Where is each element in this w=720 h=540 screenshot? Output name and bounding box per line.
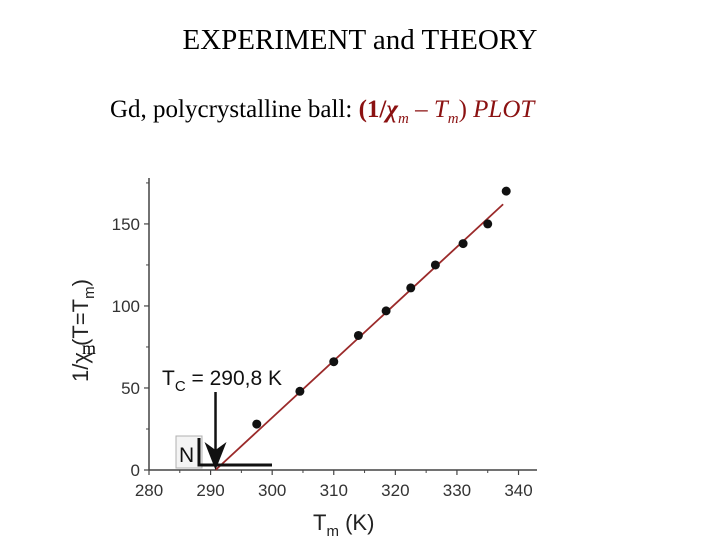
y-axis-label-prefix: 1/χ <box>68 352 93 382</box>
subtitle-dash: – <box>408 96 434 123</box>
subtitle-open: (1/ <box>358 96 387 123</box>
axis-labels: Tm (K) 1/χ (T=Tm) <box>68 279 374 540</box>
chart-axes: 280 290 300 310 320 330 340 0 50 100 150 <box>112 178 537 500</box>
subtitle-t: T <box>433 96 448 123</box>
x-tick-label: 300 <box>258 481 286 500</box>
data-point <box>329 357 339 367</box>
x-axis-label-unit: (K) <box>339 510 374 535</box>
data-point <box>252 419 262 429</box>
subtitle-chi: χ <box>386 96 398 123</box>
data-point <box>501 186 511 196</box>
n-marker-label: N <box>179 444 194 467</box>
x-tick-label: 280 <box>135 481 163 500</box>
x-tick-label: 310 <box>320 481 348 500</box>
data-point <box>430 260 440 270</box>
data-point <box>458 239 468 249</box>
n-marker-bracket <box>197 438 272 467</box>
m-overlay-label: m <box>82 338 97 358</box>
page-title: EXPERIMENT and THEORY <box>182 24 538 56</box>
subtitle-prefix: Gd, polycrystalline ball: <box>110 96 359 123</box>
tc-annotation: TC = 290,8 K <box>162 367 282 395</box>
data-point <box>295 386 305 396</box>
y-axis-label-close: ) <box>68 279 93 286</box>
subtitle-close: ) <box>458 96 467 123</box>
x-tick-label: 330 <box>443 481 471 500</box>
x-axis-label-main: T <box>313 510 326 535</box>
tc-annotation-main: T <box>162 367 175 390</box>
data-point <box>483 219 493 229</box>
subtitle-chi-sub: m <box>397 111 409 127</box>
annotation-group: TC = 290,8 K N <box>162 367 282 470</box>
y-tick-label: 150 <box>112 215 140 234</box>
y-tick-label: 50 <box>121 379 140 398</box>
x-tick-label: 320 <box>381 481 409 500</box>
page-subtitle: Gd, polycrystalline ball: (1/χm – Tm) PL… <box>110 96 534 128</box>
y-axis-label-sub: m <box>81 286 98 299</box>
data-point <box>353 330 363 340</box>
x-tick-label: 340 <box>504 481 532 500</box>
y-axis-label: 1/χ (T=Tm) <box>68 279 98 382</box>
x-axis-label: Tm (K) <box>313 510 374 540</box>
data-point <box>406 283 416 293</box>
x-axis-label-sub: m <box>326 523 339 540</box>
subtitle-plot: PLOT <box>466 96 535 123</box>
y-tick-label: 0 <box>131 461 140 480</box>
tc-annotation-sub: C <box>175 378 186 395</box>
data-points <box>252 186 511 429</box>
tc-annotation-rest: = 290,8 K <box>186 367 282 390</box>
tc-arrow-head <box>204 442 227 470</box>
subtitle-t-sub: m <box>447 111 459 127</box>
y-tick-label: 100 <box>112 297 140 316</box>
data-point <box>381 306 391 316</box>
x-tick-label: 290 <box>196 481 224 500</box>
y-axis-label-paren: (T=T <box>68 299 93 352</box>
